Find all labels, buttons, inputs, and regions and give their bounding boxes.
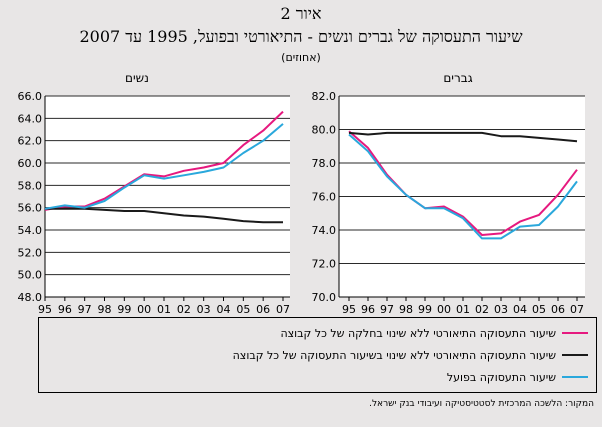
legend-swatch-blue — [562, 376, 588, 378]
x-tick-label: 99 — [418, 303, 432, 316]
x-tick-label: 95 — [38, 303, 52, 316]
legend-swatch-pink — [562, 332, 588, 334]
y-tick-label: 78.0 — [312, 157, 337, 170]
series-line-men-1 — [348, 131, 578, 143]
y-tick-label: 70.0 — [312, 291, 337, 304]
panel-title: גברים — [443, 71, 472, 85]
x-tick-label: 05 — [236, 303, 250, 316]
x-tick-label: 96 — [58, 303, 72, 316]
panel-title: נשים — [125, 71, 149, 85]
x-tick-label: 95 — [342, 303, 356, 316]
x-tick-label: 02 — [475, 303, 489, 316]
legend-swatch-black — [562, 354, 588, 356]
figure-title: שיעור התעסוקה של גברים ונשים - התיאורטי … — [79, 27, 523, 46]
y-tick-label: 60.0 — [18, 157, 43, 170]
legend-label: שיעור התעסוקה התיאורטי ללא שינוי בשיעור … — [232, 348, 556, 362]
x-tick-label: 98 — [98, 303, 112, 316]
x-tick-label: 04 — [217, 303, 231, 316]
x-tick-label: 06 — [551, 303, 565, 316]
y-tick-label: 52.0 — [18, 246, 43, 259]
legend-label: שיעור התעסוקה בפועל — [446, 370, 556, 384]
panel-women: 48.0 50.0 52.0 54.0 56.0 58.0 60.0 62.0 64.0 66.0… — [18, 71, 290, 316]
legend-label: שיעור התעסוקה התיאורטי ללא שינוי בחלקה ש… — [280, 326, 556, 340]
x-tick-label: 01 — [456, 303, 470, 316]
y-tick-label: 72.0 — [312, 258, 337, 271]
figure-number: איור 2 — [280, 4, 322, 23]
series-line-women-1 — [45, 207, 283, 224]
x-tick-label: 03 — [494, 303, 508, 316]
x-tick-label: 03 — [197, 303, 211, 316]
x-tick-label: 97 — [380, 303, 394, 316]
y-tick-label: 58.0 — [18, 179, 43, 192]
x-tick-label: 02 — [177, 303, 191, 316]
x-tick-label: 97 — [78, 303, 92, 316]
y-tick-label: 80.0 — [312, 124, 337, 137]
series-line-men-0 — [348, 130, 578, 236]
x-tick-label: 00 — [137, 303, 151, 316]
x-tick-label: 96 — [361, 303, 375, 316]
x-tick-label: 05 — [532, 303, 546, 316]
series-line-women-0 — [44, 110, 284, 211]
y-tick-label: 74.0 — [312, 224, 337, 237]
x-tick-label: 99 — [117, 303, 131, 316]
figure-subtitle: (אחוזים) — [281, 51, 321, 64]
y-tick-label: 48.0 — [18, 291, 43, 304]
source-note: המקור: הלשכה המרכזית לסטטיסטיקה ועיבודי … — [369, 399, 594, 409]
y-tick-label: 56.0 — [18, 202, 43, 215]
x-tick-label: 07 — [276, 303, 290, 316]
y-tick-label: 62.0 — [18, 135, 43, 148]
legend: שיעור התעסוקה התיאורטי ללא שינוי בחלקה ש… — [38, 317, 597, 393]
x-tick-label: 01 — [157, 303, 171, 316]
series-line-men-2 — [348, 133, 578, 240]
y-tick-label: 50.0 — [18, 269, 43, 282]
x-tick-label: 06 — [256, 303, 270, 316]
plot-background — [45, 96, 290, 297]
y-tick-label: 64.0 — [18, 112, 43, 125]
y-tick-label: 76.0 — [312, 191, 337, 204]
panel-men: 70.0 72.0 74.0 76.0 78.0 80.0 82.0 95 96 97 98 99 00… — [312, 71, 585, 316]
legend-item: שיעור התעסוקה בפועל — [447, 369, 588, 385]
x-tick-label: 98 — [399, 303, 413, 316]
legend-item: שיעור התעסוקה התיאורטי ללא שינוי בשיעור … — [233, 347, 588, 363]
series-line-women-2 — [44, 123, 284, 210]
x-tick-label: 00 — [437, 303, 451, 316]
x-tick-label: 04 — [513, 303, 527, 316]
x-tick-label: 07 — [570, 303, 584, 316]
y-tick-label: 54.0 — [18, 224, 43, 237]
y-tick-label: 66.0 — [18, 90, 43, 103]
y-tick-label: 82.0 — [312, 90, 337, 103]
legend-item: שיעור התעסוקה התיאורטי ללא שינוי בחלקה ש… — [280, 325, 588, 341]
